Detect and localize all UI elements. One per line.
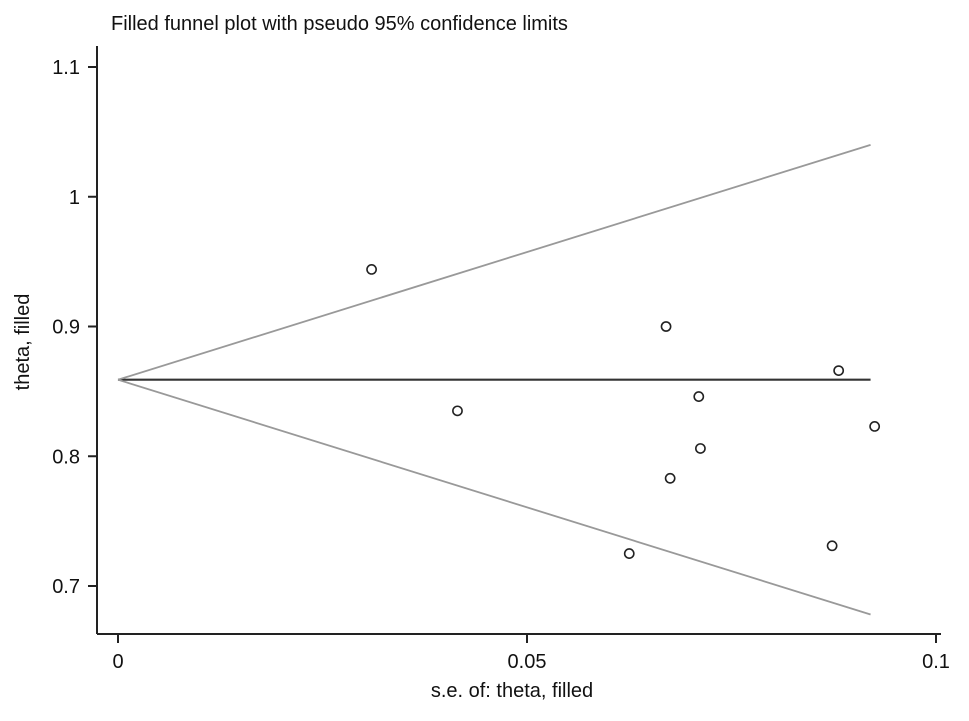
points-layer — [366, 264, 881, 559]
x-tick-label: 0.1 — [922, 651, 950, 673]
chart-title: Filled funnel plot with pseudo 95% confi… — [111, 13, 568, 35]
y-tick-label: 0.8 — [52, 446, 80, 468]
funnel-lines — [117, 143, 871, 616]
upper-confidence-limit-line — [117, 143, 871, 381]
y-ticks: 0.7 0.8 0.9 1 1.1 — [52, 57, 97, 598]
study-point — [833, 365, 845, 377]
y-axis-label: theta, filled — [12, 294, 34, 391]
x-ticks: 0 0.05 0.1 — [112, 634, 950, 673]
y-tick-label: 0.7 — [52, 576, 80, 598]
study-point — [693, 391, 705, 402]
y-tick-label: 1 — [69, 187, 80, 209]
lower-confidence-limit-line — [117, 378, 871, 616]
study-point — [660, 321, 672, 332]
study-point — [869, 421, 881, 432]
plot-area — [117, 143, 881, 616]
y-tick-label: 1.1 — [52, 57, 80, 79]
study-point — [695, 443, 706, 454]
x-tick-label: 0 — [112, 651, 123, 673]
x-axis-label: s.e. of: theta, filled — [431, 680, 593, 702]
study-point — [452, 405, 463, 417]
study-point — [623, 548, 635, 559]
study-point — [826, 540, 838, 552]
x-tick-label: 0.05 — [508, 651, 547, 673]
study-point — [366, 264, 377, 275]
study-point — [664, 472, 676, 484]
y-tick-label: 0.9 — [52, 317, 80, 339]
